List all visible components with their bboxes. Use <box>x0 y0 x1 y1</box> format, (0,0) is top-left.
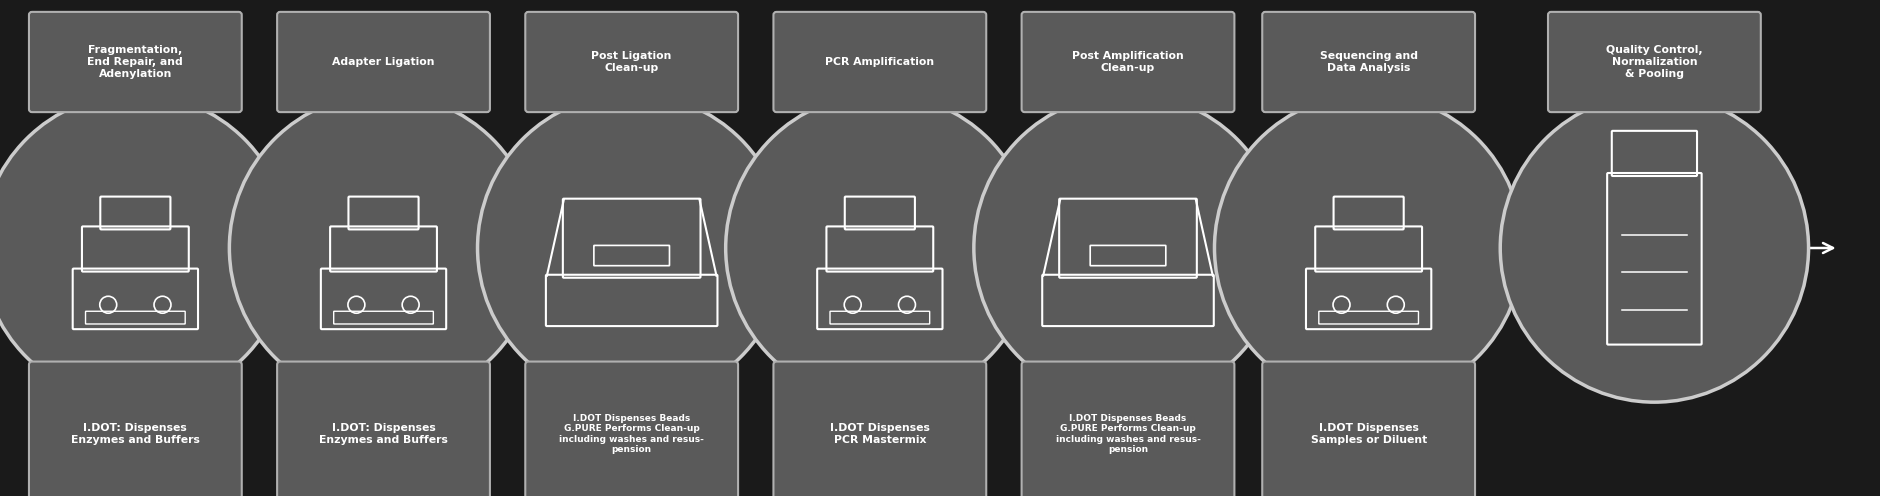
Text: PCR Amplification: PCR Amplification <box>825 57 934 67</box>
Text: I.DOT Dispenses
Samples or Diluent: I.DOT Dispenses Samples or Diluent <box>1310 423 1427 445</box>
Text: I.DOT: Dispenses
Enzymes and Buffers: I.DOT: Dispenses Enzymes and Buffers <box>71 423 199 445</box>
FancyBboxPatch shape <box>773 12 987 112</box>
Text: I.DOT: Dispenses
Enzymes and Buffers: I.DOT: Dispenses Enzymes and Buffers <box>320 423 447 445</box>
FancyBboxPatch shape <box>1261 362 1476 496</box>
FancyBboxPatch shape <box>525 362 739 496</box>
FancyBboxPatch shape <box>28 362 243 496</box>
Text: Post Amplification
Clean-up: Post Amplification Clean-up <box>1072 51 1184 73</box>
FancyBboxPatch shape <box>1261 12 1476 112</box>
FancyBboxPatch shape <box>1021 362 1235 496</box>
FancyBboxPatch shape <box>276 12 491 112</box>
Text: I.DOT Dispenses
PCR Mastermix: I.DOT Dispenses PCR Mastermix <box>829 423 931 445</box>
FancyBboxPatch shape <box>276 362 491 496</box>
Text: I.DOT Dispenses Beads
G.PURE Performs Clean-up
including washes and resus-
pensi: I.DOT Dispenses Beads G.PURE Performs Cl… <box>1055 414 1201 454</box>
FancyBboxPatch shape <box>28 12 243 112</box>
Circle shape <box>1500 94 1809 402</box>
Text: Fragmentation,
End Repair, and
Adenylation: Fragmentation, End Repair, and Adenylati… <box>88 46 182 78</box>
Text: Post Ligation
Clean-up: Post Ligation Clean-up <box>592 51 671 73</box>
FancyBboxPatch shape <box>525 12 739 112</box>
FancyBboxPatch shape <box>773 362 987 496</box>
Circle shape <box>478 94 786 402</box>
Circle shape <box>1214 94 1523 402</box>
Text: Sequencing and
Data Analysis: Sequencing and Data Analysis <box>1320 51 1418 73</box>
Circle shape <box>0 94 290 402</box>
FancyBboxPatch shape <box>1021 12 1235 112</box>
Circle shape <box>726 94 1034 402</box>
Text: I.DOT Dispenses Beads
G.PURE Performs Clean-up
including washes and resus-
pensi: I.DOT Dispenses Beads G.PURE Performs Cl… <box>558 414 705 454</box>
Circle shape <box>974 94 1282 402</box>
FancyBboxPatch shape <box>1547 12 1762 112</box>
Text: Adapter Ligation: Adapter Ligation <box>333 57 434 67</box>
Text: Quality Control,
Normalization
& Pooling: Quality Control, Normalization & Pooling <box>1606 46 1703 78</box>
Circle shape <box>229 94 538 402</box>
